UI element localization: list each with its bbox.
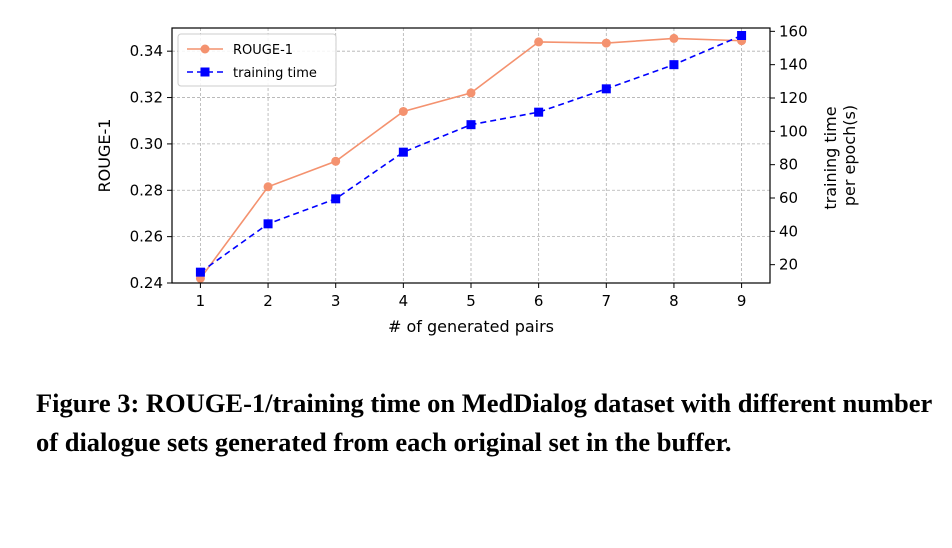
y-tick-label-right: 80 <box>779 156 798 174</box>
y-tick-label-left: 0.26 <box>130 228 163 246</box>
y-tick-label-right: 40 <box>779 222 798 240</box>
y-tick-label-left: 0.34 <box>130 42 163 60</box>
legend-marker-1 <box>200 67 210 77</box>
legend-marker-0 <box>200 44 210 54</box>
y-tick-label-right: 140 <box>779 56 808 74</box>
y-tick-label-left: 0.24 <box>130 274 163 292</box>
series-1-point <box>466 120 476 130</box>
y-axis-label-right-line-1: training time <box>821 106 840 209</box>
series-0-point <box>398 106 408 116</box>
series-1-point <box>534 107 544 117</box>
series-1-point <box>737 31 747 40</box>
x-tick-label: 1 <box>196 292 206 310</box>
y-tick-label-right: 160 <box>779 22 808 40</box>
legend-label-1: training time <box>233 66 317 81</box>
series-0-point <box>331 156 341 166</box>
y-axis-label-left: ROUGE-1 <box>95 119 114 193</box>
series-0-point <box>466 88 476 98</box>
series-1-point <box>669 60 679 70</box>
y-tick-label-right: 100 <box>779 122 808 140</box>
y-axis-label-right-line-2: per epoch(s) <box>840 105 859 206</box>
series-0-point <box>669 33 679 43</box>
legend-label-0: ROUGE-1 <box>233 43 293 58</box>
y-tick-label-right: 20 <box>779 256 798 274</box>
series-1-point <box>195 267 205 277</box>
x-tick-label: 5 <box>466 292 476 310</box>
y-tick-label-left: 0.28 <box>130 181 163 199</box>
series-1-point <box>398 147 408 157</box>
y-tick-label-right: 60 <box>779 189 798 207</box>
legend: ROUGE-1 training time <box>177 33 337 87</box>
x-tick-label: 7 <box>602 292 612 310</box>
y-tick-label-left: 0.32 <box>130 89 163 107</box>
figure-caption: Figure 3: ROUGE-1/training time on MedDi… <box>36 388 932 457</box>
x-tick-label: 4 <box>399 292 409 310</box>
x-tick-label: 6 <box>534 292 544 310</box>
x-tick-label: 2 <box>263 292 273 310</box>
series-0-point <box>263 182 273 192</box>
axis-ticks: 1 2 3 4 5 6 7 8 9 0.24 0.26 0.28 0.30 0.32 0.34 20 40 60 8… <box>130 22 808 310</box>
x-axis-label: # of generated pairs <box>388 317 554 336</box>
series-0-point <box>601 38 611 48</box>
x-tick-label: 8 <box>669 292 679 310</box>
series-1-point <box>263 219 273 229</box>
chart: 1 2 3 4 5 6 7 8 9 0.24 0.26 0.28 0.30 0.32 0.34 20 40 60 8… <box>95 22 859 336</box>
series-layer <box>195 31 747 283</box>
y-tick-label-right: 120 <box>779 89 808 107</box>
x-tick-label: 9 <box>737 292 747 310</box>
series-0-point <box>534 37 544 47</box>
series-1-point <box>331 194 341 204</box>
legend-box <box>177 33 337 87</box>
y-axis-label-right: training time per epoch(s) <box>821 101 859 209</box>
x-tick-label: 3 <box>331 292 341 310</box>
y-tick-label-left: 0.30 <box>130 135 163 153</box>
series-1-point <box>601 84 611 94</box>
